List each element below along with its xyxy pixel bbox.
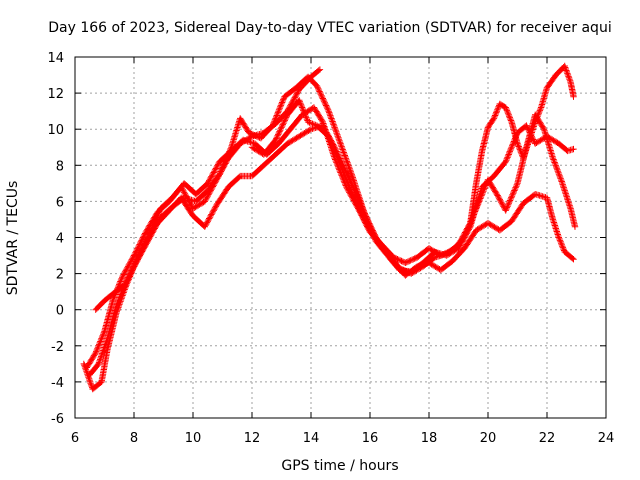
data-layer — [80, 62, 579, 393]
x-axis-title: GPS time / hours — [281, 458, 398, 474]
data-points — [248, 97, 577, 275]
y-tick-label: 2 — [56, 268, 64, 283]
x-tick-label: 6 — [71, 431, 79, 446]
x-tick-label: 14 — [303, 431, 320, 446]
y-tick-label: 8 — [56, 159, 64, 174]
x-tick-label: 20 — [480, 431, 497, 446]
y-tick-label: 6 — [56, 195, 64, 210]
y-axis-title: SDTVAR / TECUs — [5, 181, 21, 296]
y-tick-label: 0 — [56, 304, 64, 319]
y-tick-label: -4 — [51, 376, 64, 391]
x-tick-label: 22 — [539, 431, 556, 446]
y-tick-label: -6 — [51, 412, 64, 427]
chart-title: Day 166 of 2023, Sidereal Day-to-day VTE… — [48, 20, 611, 36]
x-tick-label: 24 — [598, 431, 615, 446]
x-tick-label: 10 — [185, 431, 202, 446]
y-tick-label: 14 — [47, 51, 64, 66]
x-tick-label: 8 — [130, 431, 138, 446]
series-track-5 — [248, 97, 577, 275]
x-tick-label: 18 — [421, 431, 438, 446]
y-tick-label: 10 — [47, 123, 64, 138]
plot-frame — [74, 56, 607, 419]
y-tick-label: 12 — [47, 87, 64, 102]
x-tick-label: 12 — [244, 431, 261, 446]
y-tick-label: 4 — [56, 232, 64, 247]
axis-ticks — [74, 56, 607, 419]
y-tick-label: -2 — [51, 340, 64, 355]
x-tick-label: 16 — [362, 431, 379, 446]
